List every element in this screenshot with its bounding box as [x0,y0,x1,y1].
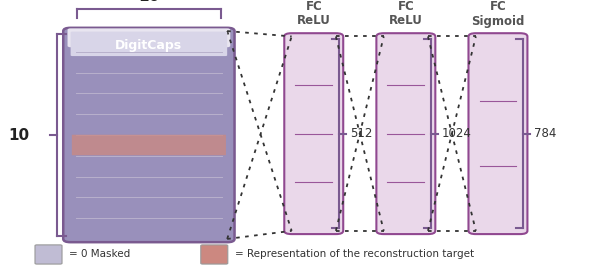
FancyBboxPatch shape [468,33,527,234]
Text: FC
Sigmoid: FC Sigmoid [472,0,524,28]
Text: 784: 784 [534,127,556,140]
FancyBboxPatch shape [72,135,226,155]
FancyBboxPatch shape [284,33,343,234]
FancyBboxPatch shape [68,28,230,47]
Text: = Representation of the reconstruction target: = Representation of the reconstruction t… [235,249,474,259]
Text: DigitCaps: DigitCaps [115,39,182,52]
FancyBboxPatch shape [71,32,227,56]
Text: = 0 Masked: = 0 Masked [69,249,131,259]
FancyBboxPatch shape [376,33,435,234]
FancyBboxPatch shape [63,28,235,242]
Text: FC
ReLU: FC ReLU [297,0,331,28]
Text: FC
ReLU: FC ReLU [389,0,423,28]
Text: 16: 16 [138,0,160,4]
Text: 1024: 1024 [442,127,472,140]
Text: 512: 512 [350,127,372,140]
FancyBboxPatch shape [201,245,228,264]
FancyBboxPatch shape [35,245,62,264]
Text: 10: 10 [8,127,29,143]
